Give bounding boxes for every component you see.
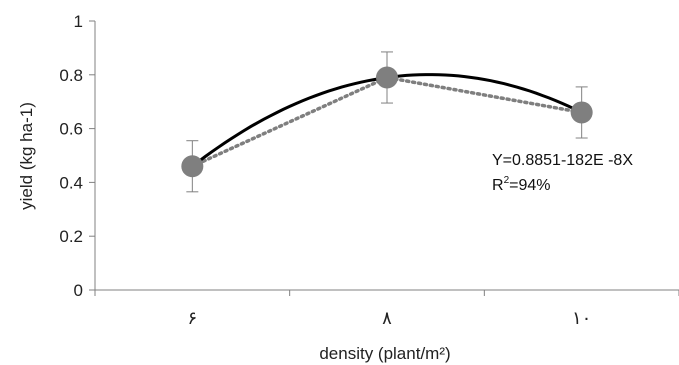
y-axis-ticks: 0 0.2 0.4 0.6 0.8 1: [59, 12, 95, 300]
x-tick-label: ۸: [382, 308, 392, 329]
y-tick-label: 1: [74, 12, 83, 31]
data-point: [376, 66, 398, 89]
data-point: [181, 155, 204, 178]
y-tick-label: 0: [74, 281, 83, 300]
x-axis-ticks: ۶ ۸ ۱۰: [94, 290, 679, 329]
r-squared-sup: 2: [504, 175, 510, 186]
series-line: [190, 75, 584, 169]
x-axis-title: density (plant/m²): [319, 344, 450, 363]
r-squared-label: R2=94%: [492, 175, 551, 194]
y-tick-label: 0.2: [59, 227, 83, 246]
y-tick-label: 0.6: [59, 120, 83, 139]
y-tick-label: 0.4: [59, 173, 83, 192]
points-layer: [181, 66, 593, 178]
y-axis-title: yield (kg ha-1): [17, 102, 36, 210]
data-point: [570, 101, 593, 124]
r-squared-r: R: [492, 177, 504, 194]
r-squared-value: =94%: [509, 177, 550, 194]
y-tick-label: 0.8: [59, 66, 83, 85]
x-tick-label: ۱۰: [572, 308, 591, 329]
trendline-equation: Y=0.8851-182E -8X: [492, 152, 633, 169]
x-tick-label: ۶: [187, 308, 197, 329]
